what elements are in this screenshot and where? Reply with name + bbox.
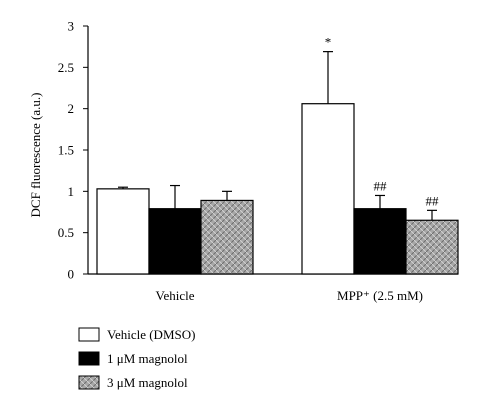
y-tick-label: 0.5 bbox=[58, 225, 74, 240]
y-axis-label: DCF fluorescence (a.u.) bbox=[28, 93, 43, 218]
y-tick-label: 2 bbox=[68, 101, 75, 116]
legend-swatch bbox=[78, 327, 100, 342]
significance-mark: ## bbox=[426, 193, 440, 208]
significance-mark: * bbox=[325, 35, 332, 50]
bar bbox=[200, 199, 254, 275]
y-tick-label: 1 bbox=[68, 184, 75, 199]
legend-label: 3 μM magnolol bbox=[107, 375, 188, 390]
y-tick-label: 3 bbox=[68, 19, 75, 34]
plot-area: 0 0.5 1 1.5 2 2.5 3 Vehicle * ## ## MPP⁺ (2.5 mM) bbox=[58, 19, 459, 303]
bar bbox=[405, 219, 459, 275]
category-label: MPP⁺ (2.5 mM) bbox=[337, 288, 423, 303]
bar bbox=[353, 208, 407, 275]
bar bbox=[148, 208, 202, 275]
y-tick-label: 0 bbox=[68, 267, 75, 282]
legend-swatch bbox=[78, 351, 100, 366]
legend-label: Vehicle (DMSO) bbox=[107, 327, 195, 342]
significance-mark: ## bbox=[374, 178, 388, 193]
category-label: Vehicle bbox=[156, 288, 195, 303]
y-tick-label: 2.5 bbox=[58, 60, 74, 75]
legend-swatch bbox=[78, 375, 100, 390]
legend-label: 1 μM magnolol bbox=[107, 351, 188, 366]
legend: Vehicle (DMSO) 1 μM magnolol 3 μM magnolol bbox=[78, 327, 195, 390]
bar bbox=[301, 103, 355, 275]
y-tick-label: 1.5 bbox=[58, 143, 74, 158]
bar bbox=[96, 188, 150, 275]
